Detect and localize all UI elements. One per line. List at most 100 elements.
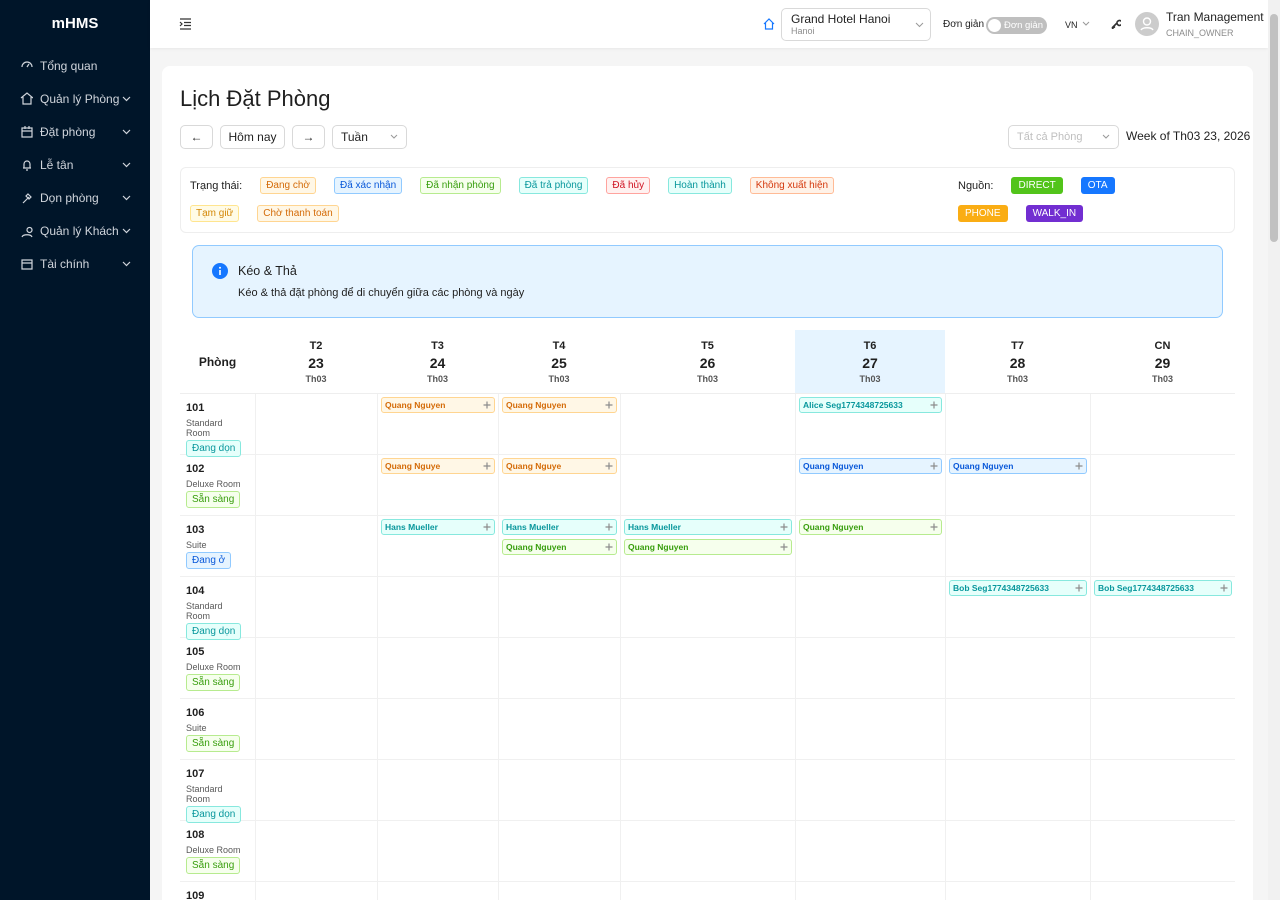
home-icon[interactable] — [763, 18, 775, 30]
day-cell[interactable] — [498, 882, 620, 900]
day-cell[interactable] — [255, 638, 377, 699]
booking[interactable]: Quang Nguyen — [799, 458, 942, 474]
day-cell[interactable] — [498, 577, 620, 638]
day-cell[interactable] — [795, 638, 945, 699]
day-cell[interactable] — [255, 699, 377, 760]
prev-button[interactable]: ← — [180, 125, 213, 149]
menu-item[interactable]: Dọn phòng — [20, 188, 138, 208]
view-select[interactable]: Tuần — [332, 125, 407, 149]
day-cell[interactable] — [620, 638, 795, 699]
menu-item[interactable]: Tổng quan — [20, 56, 138, 76]
day-cell[interactable] — [945, 882, 1090, 900]
booking[interactable]: Alice Seg1774348725633 — [799, 397, 942, 413]
day-cell[interactable] — [620, 577, 795, 638]
room-number: 105 — [186, 646, 205, 658]
day-cell[interactable] — [795, 699, 945, 760]
day-cell[interactable] — [255, 394, 377, 455]
day-cell[interactable] — [620, 821, 795, 882]
room-filter[interactable]: Tất cả Phòng — [1008, 125, 1119, 149]
day-cell[interactable] — [620, 455, 795, 516]
day-cell[interactable] — [945, 699, 1090, 760]
day-cell[interactable] — [795, 821, 945, 882]
day-cell[interactable]: Bob Seg1774348725633 — [1090, 577, 1235, 638]
day-cell[interactable] — [377, 638, 498, 699]
booking[interactable]: Quang Nguye — [381, 458, 495, 474]
menu-item[interactable]: Lễ tân — [20, 155, 138, 175]
day-cell[interactable] — [255, 760, 377, 821]
day-cell[interactable] — [620, 699, 795, 760]
day-cell[interactable] — [620, 882, 795, 900]
hotel-select[interactable]: Grand Hotel Hanoi Hanoi — [781, 8, 931, 41]
day-cell[interactable] — [945, 760, 1090, 821]
day-cell[interactable] — [1090, 699, 1235, 760]
day-cell[interactable] — [1090, 394, 1235, 455]
menu-item[interactable]: Tài chính — [20, 254, 138, 274]
settings-icon[interactable] — [1110, 18, 1121, 29]
day-cell[interactable] — [377, 882, 498, 900]
booking[interactable]: Hans Mueller — [381, 519, 495, 535]
booking[interactable]: Quang Nguyen — [381, 397, 495, 413]
day-cell[interactable] — [1090, 455, 1235, 516]
day-cell[interactable] — [620, 760, 795, 821]
day-cell[interactable] — [1090, 760, 1235, 821]
menu-item[interactable]: Đặt phòng — [20, 122, 138, 142]
day-cell[interactable] — [255, 821, 377, 882]
day-cell[interactable]: Hans Mueller Quang Nguyen — [498, 516, 620, 577]
next-button[interactable]: → — [292, 125, 325, 149]
day-cell[interactable] — [377, 699, 498, 760]
booking[interactable]: Bob Seg1774348725633 — [1094, 580, 1232, 596]
menu-item[interactable]: Quản lý Khách ... — [20, 221, 138, 241]
day-cell[interactable] — [1090, 882, 1235, 900]
scrollbar[interactable] — [1268, 0, 1280, 900]
booking[interactable]: Bob Seg1774348725633 — [949, 580, 1087, 596]
booking[interactable]: Quang Nguye — [502, 458, 617, 474]
booking[interactable]: Quang Nguyen — [799, 519, 942, 535]
day-cell[interactable]: Quang Nguyen — [945, 455, 1090, 516]
day-cell[interactable] — [795, 577, 945, 638]
day-cell[interactable] — [377, 821, 498, 882]
today-button[interactable]: Hôm nay — [220, 125, 285, 149]
day-cell[interactable] — [255, 882, 377, 900]
day-cell[interactable] — [498, 760, 620, 821]
avatar[interactable] — [1135, 12, 1159, 36]
day-cell[interactable] — [377, 760, 498, 821]
day-cell[interactable] — [498, 821, 620, 882]
booking[interactable]: Quang Nguyen — [502, 397, 617, 413]
day-cell[interactable] — [255, 516, 377, 577]
menu-item[interactable]: Quản lý Phòng — [20, 89, 138, 109]
booking[interactable]: Quang Nguyen — [624, 539, 792, 555]
language[interactable]: VN — [1065, 20, 1078, 30]
day-cell[interactable]: Quang Nguyen — [795, 516, 945, 577]
day-cell[interactable]: Quang Nguyen — [498, 394, 620, 455]
day-cell[interactable] — [945, 638, 1090, 699]
day-cell[interactable] — [945, 821, 1090, 882]
day-cell[interactable] — [498, 699, 620, 760]
day-cell[interactable] — [795, 760, 945, 821]
day-cell[interactable]: Hans Mueller Quang Nguyen — [620, 516, 795, 577]
day-cell[interactable]: Hans Mueller — [377, 516, 498, 577]
mode-switch[interactable]: Đơn giản — [986, 17, 1047, 34]
day-cell[interactable] — [945, 394, 1090, 455]
day-cell[interactable] — [1090, 821, 1235, 882]
day-cell[interactable] — [945, 516, 1090, 577]
day-cell[interactable] — [255, 455, 377, 516]
day-cell[interactable]: Alice Seg1774348725633 — [795, 394, 945, 455]
menu-toggle[interactable] — [179, 18, 192, 30]
day-cell[interactable]: Quang Nguyen — [377, 394, 498, 455]
booking[interactable]: Quang Nguyen — [502, 539, 617, 555]
booking[interactable]: Hans Mueller — [502, 519, 617, 535]
day-cell[interactable]: Quang Nguye — [498, 455, 620, 516]
booking[interactable]: Hans Mueller — [624, 519, 792, 535]
day-cell[interactable] — [377, 577, 498, 638]
day-cell[interactable] — [795, 882, 945, 900]
day-cell[interactable] — [255, 577, 377, 638]
scroll-thumb[interactable] — [1270, 14, 1278, 242]
day-cell[interactable] — [498, 638, 620, 699]
day-cell[interactable] — [1090, 516, 1235, 577]
day-cell[interactable]: Bob Seg1774348725633 — [945, 577, 1090, 638]
day-cell[interactable] — [1090, 638, 1235, 699]
day-cell[interactable] — [620, 394, 795, 455]
day-cell[interactable]: Quang Nguyen — [795, 455, 945, 516]
booking[interactable]: Quang Nguyen — [949, 458, 1087, 474]
day-cell[interactable]: Quang Nguye — [377, 455, 498, 516]
